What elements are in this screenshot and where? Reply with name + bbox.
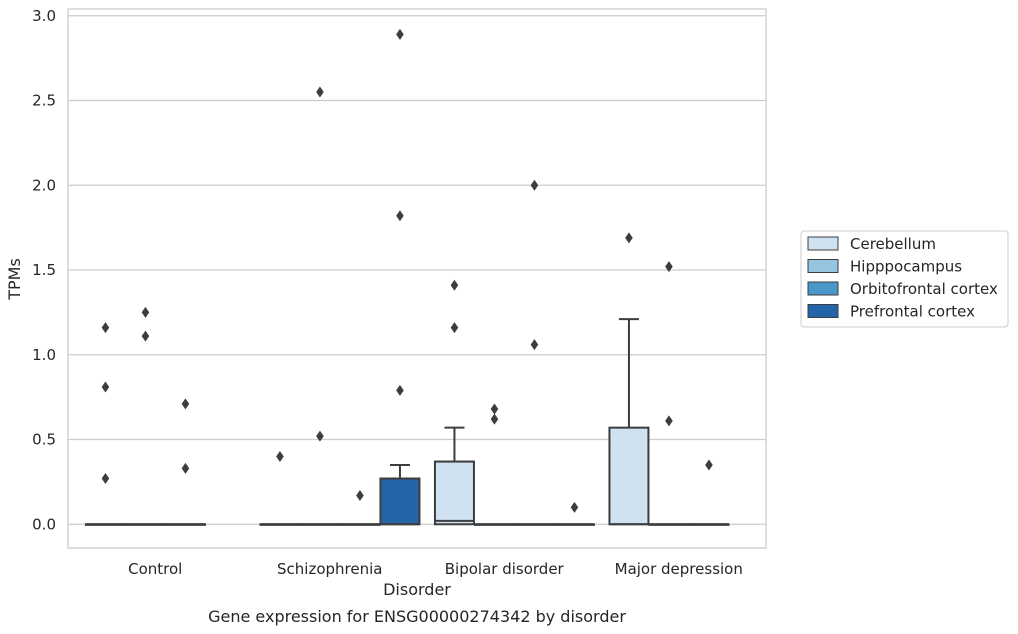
outlier-point [181,398,190,410]
y-tick-label: 2.5 [32,92,56,110]
box-group [124,306,166,526]
legend-frame [800,230,1009,328]
outlier-point [141,306,150,318]
box-group [648,261,690,526]
outlier-point [450,322,459,334]
outlier-point [450,279,459,291]
box-group [299,86,341,526]
outlier-point [665,415,673,427]
box-group [608,232,650,526]
x-axis-ticks: Control Schizophrenia Bipolar disorder Majo… [128,560,743,578]
y-tick-label: 0.0 [32,515,56,533]
box-group [339,489,381,526]
y-tick-label: 3.0 [32,7,56,25]
legend-swatch [807,281,839,296]
outlier-point [181,462,190,474]
outlier-point [490,403,499,415]
box [608,426,650,526]
y-axis-ticks: 0.0 0.5 1.0 1.5 2.0 2.5 3.0 [32,7,56,533]
outlier-point [530,339,539,351]
outlier-point [705,459,713,471]
boxes [84,28,730,526]
y-tick-label: 1.0 [32,346,56,364]
box [379,477,421,526]
outlier-point [530,179,539,191]
y-tick-label: 1.5 [32,261,56,279]
x-tick-label: Schizophrenia [277,560,382,578]
gridlines [68,15,766,525]
outlier-point [101,381,110,393]
box-group [513,179,555,526]
plot-frame [67,8,767,549]
outlier-point [316,86,324,98]
chart-title: Gene expression for ENSG00000274342 by d… [208,607,626,626]
outlier-point [141,330,150,342]
x-axis-label: Disorder [383,580,451,599]
y-tick-label: 2.0 [32,176,56,194]
y-axis-label: TPMs [5,258,24,301]
outlier-point [101,473,110,485]
box-group [84,322,126,526]
outlier-point [276,450,284,462]
legend-swatch [807,259,839,273]
x-tick-label: Major depression [615,560,743,578]
legend-swatch [807,304,839,318]
box-group [553,501,595,526]
legend-label: Cerebellum [850,235,936,253]
outlier-point [396,384,404,396]
box-group [473,403,515,526]
box [433,460,475,526]
outlier-point [570,501,579,513]
outlier-point [396,28,404,40]
x-tick-label: Control [128,560,182,578]
box-group [379,28,421,526]
box-group [259,450,301,526]
x-tick-label: Bipolar disorder [445,560,565,578]
legend-label: Prefrontal cortex [850,303,975,321]
y-tick-label: 0.5 [32,431,56,449]
outlier-point [625,232,633,244]
outlier-point [316,430,324,442]
outlier-point [356,489,364,501]
outlier-point [396,210,404,222]
outlier-point [665,261,673,273]
outlier-point [101,322,110,334]
legend-swatch [807,236,839,251]
outlier-point [490,413,499,425]
box-group [164,398,206,526]
box-group [688,459,730,526]
legend-label: Orbitofrontal cortex [850,280,998,298]
legend: Cerebellum Hipppocampus Orbitofrontal cort… [800,230,1009,328]
legend-label: Hipppocampus [850,258,962,276]
box-group [433,279,475,526]
